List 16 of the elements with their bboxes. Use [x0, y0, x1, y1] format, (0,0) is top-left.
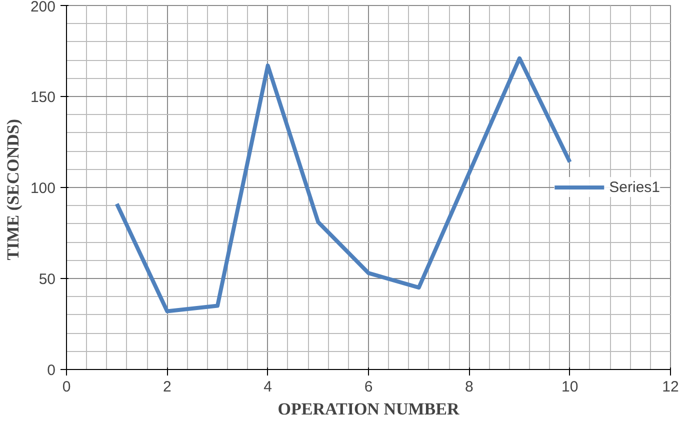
y-axis-title: TIME (SECONDS) [3, 119, 22, 260]
y-tick-label: 50 [38, 271, 56, 288]
x-axis-title: OPERATION NUMBER [278, 400, 460, 418]
line-series [114, 56, 572, 314]
y-tick-label: 150 [30, 89, 56, 106]
x-tick-label: 0 [62, 378, 71, 396]
x-tick-label: 4 [264, 378, 272, 396]
y-tick-label: 0 [47, 362, 56, 379]
x-tick-label: 2 [162, 378, 172, 396]
legend-label: Series1 [609, 178, 660, 196]
x-tick-label: 8 [464, 378, 474, 396]
x-tick-label: 10 [561, 378, 578, 396]
x-tick-label: 12 [662, 378, 679, 396]
x-tick-label: 6 [364, 378, 373, 396]
y-tick-label: 200 [30, 0, 56, 16]
y-tick-label: 100 [30, 180, 56, 197]
